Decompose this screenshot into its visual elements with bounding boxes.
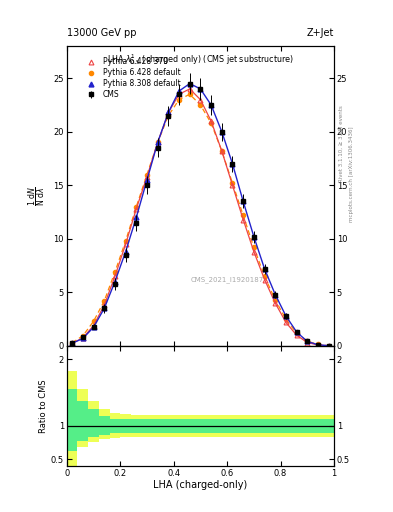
Pythia 6.428 default [316,342,320,348]
Pythia 6.428 370 [198,97,203,103]
Pythia 8.308 default [284,313,288,319]
Text: mcplots.cern.ch [arXiv:1306.3436]: mcplots.cern.ch [arXiv:1306.3436] [349,126,354,222]
Text: LHA $\lambda^{1}_{0.5}$ (charged only) (CMS jet substructure): LHA $\lambda^{1}_{0.5}$ (charged only) (… [107,52,294,67]
Pythia 6.428 370 [316,342,320,348]
Pythia 8.308 default [230,161,235,167]
Pythia 6.428 default [81,333,85,339]
Pythia 6.428 370 [284,319,288,326]
Pythia 6.428 default [102,298,107,304]
Pythia 8.308 default [177,88,182,94]
Pythia 8.308 default [91,324,96,330]
Pythia 6.428 default [155,139,160,145]
Pythia 6.428 default [166,113,171,119]
Y-axis label: Ratio to CMS: Ratio to CMS [39,379,48,433]
Pythia 6.428 default [134,204,139,210]
Pythia 6.428 370 [81,335,85,341]
Pythia 6.428 default [241,212,246,219]
Pythia 6.428 default [112,269,117,275]
Pythia 8.308 default [198,86,203,92]
Pythia 8.308 default [209,102,213,108]
Pythia 6.428 370 [155,139,160,145]
Pythia 8.308 default [145,177,149,183]
Pythia 8.308 default [219,129,224,135]
Pythia 8.308 default [112,279,117,285]
Pythia 8.308 default [187,80,192,87]
Pythia 6.428 default [326,343,331,349]
Pythia 6.428 370 [219,148,224,154]
Pythia 6.428 370 [102,302,107,308]
Pythia 6.428 default [70,339,75,346]
Pythia 6.428 370 [252,249,256,255]
Pythia 6.428 default [187,91,192,97]
Pythia 8.308 default [326,343,331,349]
Pythia 8.308 default [166,110,171,116]
X-axis label: LHA (charged-only): LHA (charged-only) [153,480,248,490]
Pythia 6.428 370 [326,343,331,349]
Pythia 8.308 default [316,342,320,348]
Y-axis label: $\frac{1}{\mathrm{N}}\frac{\mathrm{d}N}{\mathrm{d}\lambda}$: $\frac{1}{\mathrm{N}}\frac{\mathrm{d}N}{… [26,186,48,206]
Pythia 6.428 370 [273,300,277,306]
Pythia 6.428 370 [123,241,128,247]
Pythia 6.428 default [294,330,299,336]
Pythia 6.428 default [123,238,128,244]
Pythia 8.308 default [70,340,75,346]
Pythia 6.428 default [262,273,267,280]
Pythia 6.428 370 [294,332,299,338]
Pythia 8.308 default [294,329,299,335]
Pythia 6.428 default [219,148,224,154]
Pythia 8.308 default [273,291,277,297]
Pythia 6.428 default [230,180,235,186]
Pythia 6.428 default [209,120,213,126]
Pythia 6.428 370 [187,86,192,92]
Pythia 6.428 370 [241,217,246,223]
Pythia 6.428 default [145,172,149,178]
Pythia 6.428 370 [112,273,117,280]
Pythia 8.308 default [102,305,107,311]
Line: Pythia 8.308 default: Pythia 8.308 default [70,81,331,348]
Pythia 8.308 default [123,249,128,255]
Legend: Pythia 6.428 370, Pythia 6.428 default, Pythia 8.308 default, CMS: Pythia 6.428 370, Pythia 6.428 default, … [81,56,182,101]
Pythia 8.308 default [81,335,85,342]
Pythia 8.308 default [134,215,139,221]
Pythia 6.428 370 [262,276,267,283]
Pythia 8.308 default [241,198,246,204]
Pythia 6.428 370 [166,110,171,116]
Pythia 6.428 default [284,316,288,322]
Pythia 6.428 370 [145,174,149,180]
Text: Z+Jet: Z+Jet [307,28,334,38]
Pythia 6.428 default [177,97,182,103]
Pythia 6.428 default [273,297,277,303]
Pythia 8.308 default [262,266,267,272]
Pythia 6.428 370 [134,206,139,212]
Pythia 6.428 default [91,318,96,325]
Pythia 6.428 default [198,102,203,108]
Pythia 6.428 370 [305,339,310,346]
Pythia 6.428 default [305,338,310,344]
Pythia 6.428 370 [177,91,182,97]
Text: CMS_2021_I1920187: CMS_2021_I1920187 [191,276,264,283]
Line: Pythia 6.428 default: Pythia 6.428 default [70,92,331,348]
Pythia 6.428 default [252,244,256,250]
Pythia 8.308 default [252,233,256,240]
Pythia 6.428 370 [230,182,235,188]
Text: 13000 GeV pp: 13000 GeV pp [67,28,136,38]
Pythia 6.428 370 [209,118,213,124]
Pythia 6.428 370 [91,323,96,329]
Pythia 6.428 370 [70,340,75,346]
Text: Rivet 3.1.10, ≥ 3.6M events: Rivet 3.1.10, ≥ 3.6M events [339,105,344,182]
Pythia 8.308 default [155,139,160,145]
Pythia 8.308 default [305,338,310,345]
Line: Pythia 6.428 370: Pythia 6.428 370 [70,87,331,348]
